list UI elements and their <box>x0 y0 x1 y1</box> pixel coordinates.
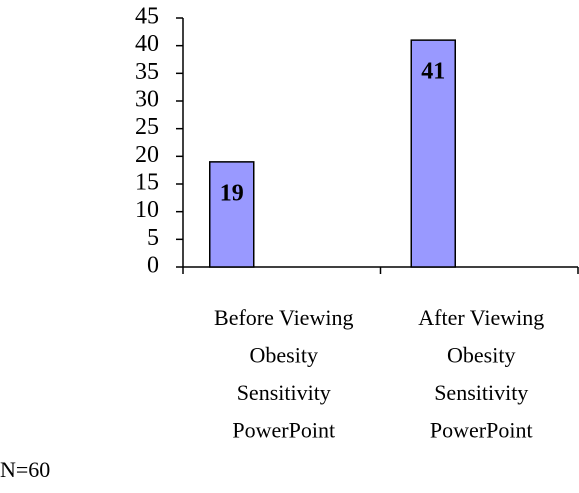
y-tick-label: 40 <box>135 31 159 57</box>
x-tick-label: Before Viewing <box>214 305 353 330</box>
y-tick-label: 0 <box>147 253 159 279</box>
y-tick-label: 25 <box>135 114 159 140</box>
x-tick-label: After Viewing <box>418 305 544 330</box>
y-tick-label: 5 <box>147 225 159 251</box>
x-tick-label: Sensitivity <box>237 380 331 405</box>
x-tick-label: Obesity <box>250 343 318 368</box>
x-tick-label: Obesity <box>447 343 515 368</box>
x-tick-label: Sensitivity <box>434 380 528 405</box>
y-tick-label: 45 <box>135 4 159 30</box>
value-label: 41 <box>421 59 445 85</box>
y-tick-label: 20 <box>135 142 159 168</box>
bar <box>410 39 456 268</box>
y-tick-label: 15 <box>135 170 159 196</box>
y-tick-label: 30 <box>135 87 159 113</box>
y-tick-label: 10 <box>135 197 159 223</box>
value-label: 19 <box>220 180 244 206</box>
annotation: N=60 <box>0 457 50 482</box>
x-tick-label: PowerPoint <box>430 418 533 443</box>
y-tick-label: 35 <box>135 59 159 85</box>
bar <box>209 161 255 268</box>
x-tick-label: PowerPoint <box>232 418 335 443</box>
